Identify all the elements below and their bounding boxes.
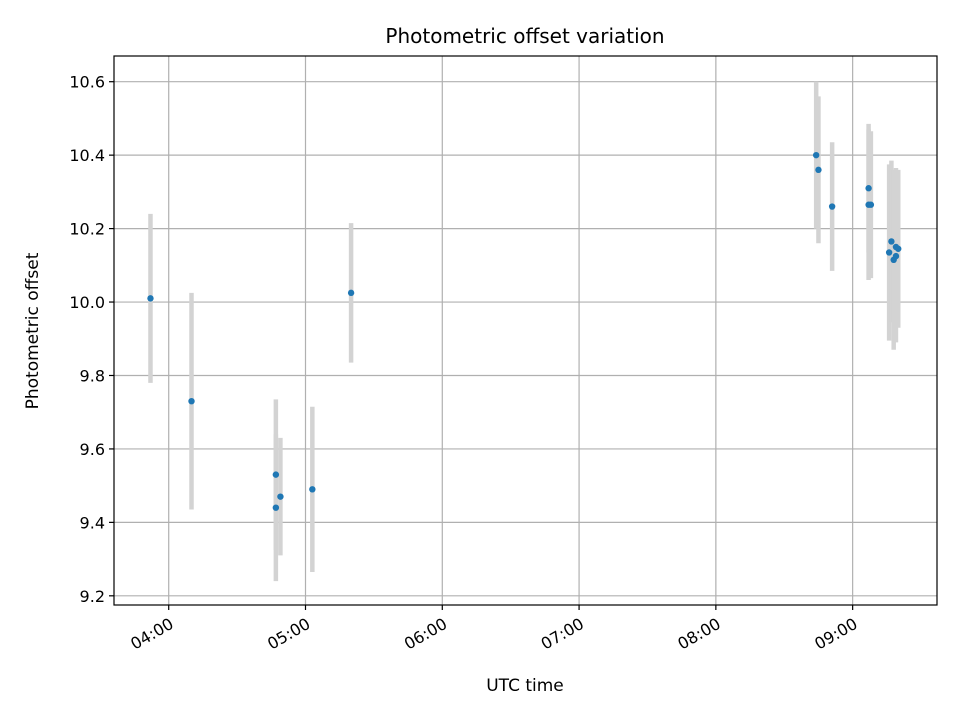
grid-lines xyxy=(114,56,937,605)
y-tick-label: 10.4 xyxy=(69,146,105,165)
y-axis-label: Photometric offset xyxy=(23,252,43,409)
data-point xyxy=(277,493,284,500)
data-point xyxy=(867,201,875,208)
data-point xyxy=(188,397,195,405)
data-point xyxy=(147,295,154,302)
data-point xyxy=(892,252,900,260)
data-point xyxy=(812,151,820,159)
y-tick-label: 9.4 xyxy=(80,513,105,532)
data-point xyxy=(865,185,872,192)
data-points xyxy=(147,151,902,511)
y-tick-label: 10.6 xyxy=(69,73,105,92)
data-point xyxy=(272,504,280,511)
data-point xyxy=(815,166,822,174)
data-point xyxy=(885,249,893,256)
data-point xyxy=(828,203,836,210)
data-point xyxy=(309,486,316,493)
y-tick-label: 9.8 xyxy=(80,366,105,385)
y-tick-label: 10.2 xyxy=(69,220,105,239)
data-point xyxy=(895,245,902,252)
data-point xyxy=(888,238,895,245)
chart-title: Photometric offset variation xyxy=(385,24,664,48)
y-tick-label: 9.6 xyxy=(80,440,105,459)
y-axis-ticks: 9.2 9.4 9.6 9.8 10.0 10.2 10.4 10.6 xyxy=(69,73,114,606)
x-axis-label: UTC time xyxy=(486,676,564,696)
data-point xyxy=(347,289,355,297)
data-point xyxy=(272,471,280,478)
y-tick-label: 10.0 xyxy=(69,293,105,312)
plot-frame xyxy=(113,55,938,606)
y-tick-label: 9.2 xyxy=(80,587,105,606)
